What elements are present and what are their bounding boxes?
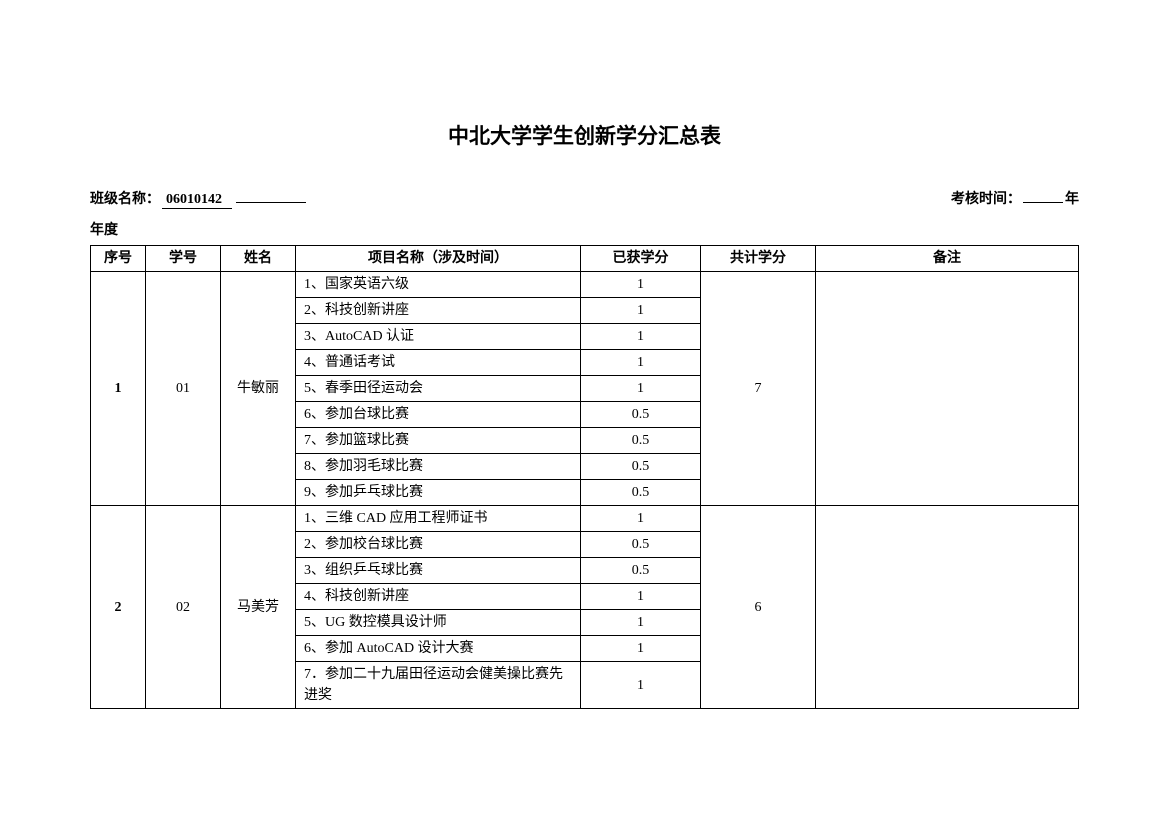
cell-credit: 0.5 xyxy=(581,558,701,584)
cell-note xyxy=(816,506,1079,709)
cell-seq: 2 xyxy=(91,506,146,709)
cell-credit: 1 xyxy=(581,376,701,402)
page-title: 中北大学学生创新学分汇总表 xyxy=(90,120,1079,150)
assessment-time-field: 考核时间： 年 xyxy=(951,188,1079,209)
class-value-blank xyxy=(236,202,306,203)
cell-credit: 0.5 xyxy=(581,402,701,428)
cell-project: 3、AutoCAD 认证 xyxy=(296,324,581,350)
class-label: 班级名称： xyxy=(90,188,160,208)
credits-table: 序号 学号 姓名 项目名称（涉及时间） 已获学分 共计学分 备注 101牛敏丽1… xyxy=(90,245,1079,709)
cell-project: 6、参加 AutoCAD 设计大赛 xyxy=(296,636,581,662)
class-name-field: 班级名称： 06010142 xyxy=(90,188,308,209)
cell-credit: 0.5 xyxy=(581,532,701,558)
cell-student-name: 马美芳 xyxy=(221,506,296,709)
cell-credit: 0.5 xyxy=(581,454,701,480)
cell-project: 3、组织乒乓球比赛 xyxy=(296,558,581,584)
cell-project: 5、UG 数控模具设计师 xyxy=(296,610,581,636)
cell-credit: 1 xyxy=(581,272,701,298)
time-value xyxy=(1023,202,1063,203)
cell-project: 8、参加羽毛球比赛 xyxy=(296,454,581,480)
cell-project: 2、参加校台球比赛 xyxy=(296,532,581,558)
cell-student-id: 01 xyxy=(146,272,221,506)
meta-row: 班级名称： 06010142 考核时间： 年 xyxy=(90,188,1079,209)
cell-project: 2、科技创新讲座 xyxy=(296,298,581,324)
col-total: 共计学分 xyxy=(701,246,816,272)
year-suffix: 年 xyxy=(1065,188,1079,208)
cell-student-id: 02 xyxy=(146,506,221,709)
cell-note xyxy=(816,272,1079,506)
time-label: 考核时间： xyxy=(951,188,1021,208)
col-name: 姓名 xyxy=(221,246,296,272)
cell-credit: 0.5 xyxy=(581,428,701,454)
cell-project: 5、春季田径运动会 xyxy=(296,376,581,402)
cell-project: 4、普通话考试 xyxy=(296,350,581,376)
table-row: 202马美芳1、三维 CAD 应用工程师证书16 xyxy=(91,506,1079,532)
col-seq: 序号 xyxy=(91,246,146,272)
cell-credit: 1 xyxy=(581,636,701,662)
cell-credit: 1 xyxy=(581,584,701,610)
table-row: 101牛敏丽1、国家英语六级17 xyxy=(91,272,1079,298)
cell-total: 7 xyxy=(701,272,816,506)
cell-credit: 1 xyxy=(581,610,701,636)
table-body: 101牛敏丽1、国家英语六级172、科技创新讲座13、AutoCAD 认证14、… xyxy=(91,272,1079,709)
cell-project: 4、科技创新讲座 xyxy=(296,584,581,610)
cell-student-name: 牛敏丽 xyxy=(221,272,296,506)
cell-credit: 1 xyxy=(581,324,701,350)
col-credit: 已获学分 xyxy=(581,246,701,272)
cell-total: 6 xyxy=(701,506,816,709)
cell-project: 1、三维 CAD 应用工程师证书 xyxy=(296,506,581,532)
cell-project: 7、参加篮球比赛 xyxy=(296,428,581,454)
class-value: 06010142 xyxy=(162,192,232,209)
cell-credit: 1 xyxy=(581,298,701,324)
cell-project: 1、国家英语六级 xyxy=(296,272,581,298)
col-id: 学号 xyxy=(146,246,221,272)
cell-credit: 1 xyxy=(581,506,701,532)
cell-project: 6、参加台球比赛 xyxy=(296,402,581,428)
table-header-row: 序号 学号 姓名 项目名称（涉及时间） 已获学分 共计学分 备注 xyxy=(91,246,1079,272)
col-project: 项目名称（涉及时间） xyxy=(296,246,581,272)
cell-project: 9、参加乒乓球比赛 xyxy=(296,480,581,506)
col-note: 备注 xyxy=(816,246,1079,272)
cell-seq: 1 xyxy=(91,272,146,506)
year-line: 年度 xyxy=(90,219,1079,239)
cell-credit: 0.5 xyxy=(581,480,701,506)
cell-credit: 1 xyxy=(581,350,701,376)
cell-project: 7．参加二十九届田径运动会健美操比赛先进奖 xyxy=(296,662,581,709)
cell-credit: 1 xyxy=(581,662,701,709)
